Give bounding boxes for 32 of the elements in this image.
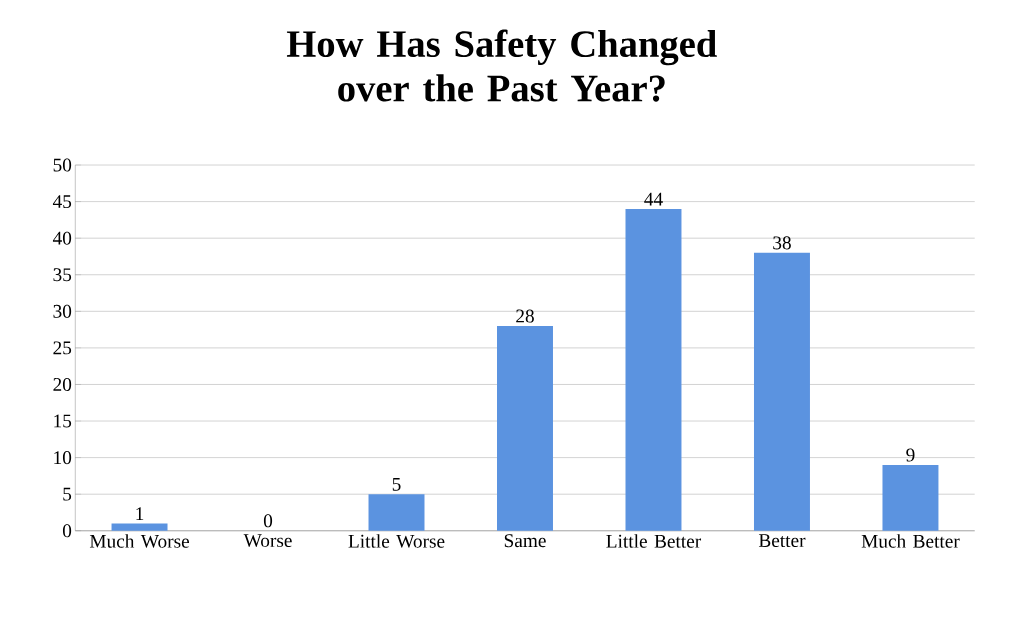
x-tick-label: Much Better <box>861 533 960 548</box>
y-tick-label: 45 <box>52 194 72 208</box>
x-tick-label: Same <box>504 533 546 547</box>
bar <box>497 325 553 531</box>
data-label: 9 <box>906 448 915 462</box>
y-tick-label: 35 <box>53 268 72 281</box>
y-tick-label: 20 <box>53 377 72 391</box>
chart-title: How Has Safety Changed over the Past Year? <box>286 29 717 102</box>
data-label: 28 <box>516 309 534 323</box>
y-tick-label: 15 <box>54 414 72 428</box>
bar <box>882 464 939 531</box>
y-tick-label: 5 <box>63 487 72 501</box>
y-tick-label: 25 <box>53 341 72 355</box>
data-label: 5 <box>392 477 401 491</box>
data-label: 38 <box>773 236 791 250</box>
bar <box>111 523 168 531</box>
data-label: 1 <box>136 507 144 520</box>
bar <box>625 208 682 531</box>
data-label: 0 <box>263 514 273 528</box>
y-tick-label: 10 <box>54 450 72 464</box>
y-tick-label: 30 <box>53 304 72 318</box>
x-tick-label: Little Better <box>606 533 702 548</box>
data-label: 44 <box>644 192 663 206</box>
bar <box>368 493 425 531</box>
y-tick-label: 0 <box>62 524 72 538</box>
x-tick-label: Worse <box>243 533 292 547</box>
y-tick-label: 50 <box>53 158 72 172</box>
x-tick-label: Little Worse <box>348 533 445 548</box>
x-tick-label: Much Worse <box>89 533 190 548</box>
bar <box>753 252 810 531</box>
y-tick-label: 40 <box>52 231 72 245</box>
x-tick-label: Better <box>758 533 806 547</box>
